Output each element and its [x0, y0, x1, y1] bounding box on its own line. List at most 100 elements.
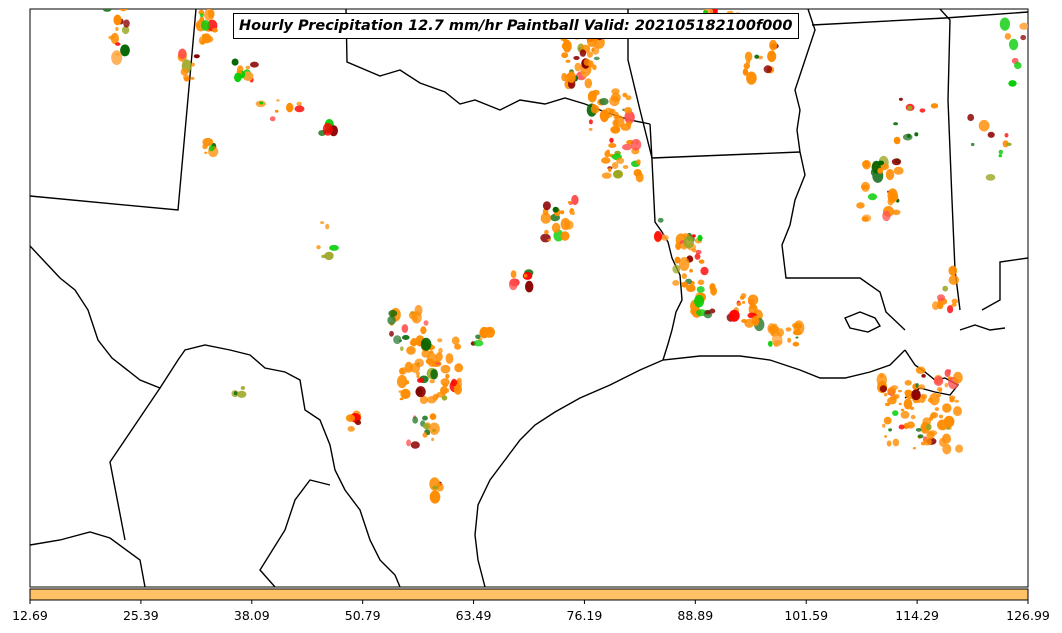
precip-blob — [233, 391, 238, 396]
precip-blob — [1008, 80, 1017, 87]
la-coast-islands — [959, 324, 1006, 331]
precip-blob — [926, 423, 932, 431]
precip-blob — [911, 389, 921, 401]
precip-blob — [1002, 140, 1009, 148]
precip-blob — [867, 193, 878, 201]
precip-blob — [921, 374, 926, 378]
precip-blob — [1006, 142, 1012, 146]
precip-blob — [429, 422, 440, 435]
precip-blob — [888, 428, 892, 432]
precip-blob — [606, 149, 610, 154]
precip-blob — [769, 39, 778, 51]
precip-blob — [429, 490, 441, 504]
tx-coastline — [474, 349, 906, 587]
precip-blob — [588, 119, 593, 125]
precip-blob — [883, 392, 888, 397]
precip-blob — [886, 440, 892, 447]
precip-blob — [898, 424, 905, 430]
precip-blob — [883, 416, 892, 425]
nm-tx-border — [30, 9, 197, 211]
precip-blob — [565, 59, 571, 63]
precip-blob — [624, 110, 635, 124]
al-fl-border — [981, 257, 1028, 311]
precip-blob — [245, 65, 251, 70]
precip-blob — [953, 371, 963, 384]
precip-blob — [522, 271, 533, 280]
precip-blob — [425, 358, 434, 365]
precip-blob — [927, 397, 934, 403]
map-boundaries — [30, 9, 1028, 587]
precip-blob — [542, 201, 551, 211]
precip-blob — [1004, 33, 1012, 40]
precip-blob — [928, 430, 938, 436]
precip-blob — [438, 347, 443, 354]
precip-blob — [123, 19, 130, 28]
precip-blob — [948, 265, 958, 276]
precip-blob — [1014, 61, 1022, 70]
precip-blob — [389, 330, 394, 337]
precip-blob — [399, 397, 404, 401]
precip-blob — [942, 443, 952, 455]
precip-blob — [893, 136, 901, 145]
precip-blob — [1019, 22, 1028, 30]
precip-blob — [259, 101, 264, 105]
colorbar-tick-label: 88.89 — [677, 608, 714, 623]
precip-blob — [967, 113, 975, 122]
precip-blob — [750, 309, 754, 313]
map-panel — [29, 8, 1029, 588]
precip-blob — [657, 217, 664, 223]
precip-blob — [601, 157, 611, 164]
precip-blob — [879, 385, 888, 393]
precip-blob — [412, 416, 419, 424]
precip-blob — [900, 410, 910, 419]
precip-blob — [887, 397, 897, 405]
precip-blob — [115, 42, 121, 46]
precip-blob — [887, 386, 897, 395]
precip-blob — [742, 68, 749, 76]
mx-state-line-1 — [109, 387, 161, 541]
precip-blob — [893, 122, 899, 126]
precip-blob — [885, 169, 895, 181]
precip-blob — [429, 379, 435, 384]
precip-blob — [421, 349, 431, 358]
precip-blob — [906, 133, 912, 138]
precip-blob — [923, 438, 932, 446]
precip-blob — [571, 194, 579, 206]
precip-blob — [1020, 34, 1027, 41]
precip-blob — [573, 56, 580, 60]
precip-blob — [744, 51, 753, 62]
precip-blob — [240, 386, 246, 390]
precip-blob — [698, 259, 705, 264]
precip-blob — [912, 447, 917, 450]
precip-blob — [599, 109, 610, 123]
precip-blob — [694, 253, 701, 260]
precip-blob — [690, 308, 695, 315]
precip-blob — [936, 387, 943, 392]
colorbar-tick-label: 50.79 — [344, 608, 381, 623]
precip-blob — [686, 284, 696, 292]
precip-blob — [611, 88, 620, 95]
precip-blob — [593, 56, 600, 61]
precip-blob — [431, 437, 435, 442]
precip-blob — [630, 138, 642, 151]
precip-blob — [907, 105, 913, 111]
precip-blob — [570, 210, 575, 216]
precip-blob — [204, 151, 208, 154]
precip-blob — [861, 216, 869, 222]
precip-blob — [208, 145, 215, 152]
precip-blob — [120, 44, 130, 57]
colorbar-ticks — [29, 600, 1029, 604]
precip-blob — [616, 157, 625, 164]
precip-blob — [1008, 38, 1019, 51]
precip-blob — [683, 235, 694, 249]
precip-blob — [917, 400, 921, 403]
tn-border — [811, 11, 1028, 26]
precip-blob — [544, 229, 549, 235]
precip-blob — [787, 337, 792, 343]
precip-blob — [475, 334, 481, 340]
precip-blob — [202, 143, 208, 150]
precip-blob — [420, 326, 427, 335]
precip-blob — [508, 278, 518, 291]
precip-blob — [581, 71, 586, 75]
precip-blob — [747, 294, 759, 306]
